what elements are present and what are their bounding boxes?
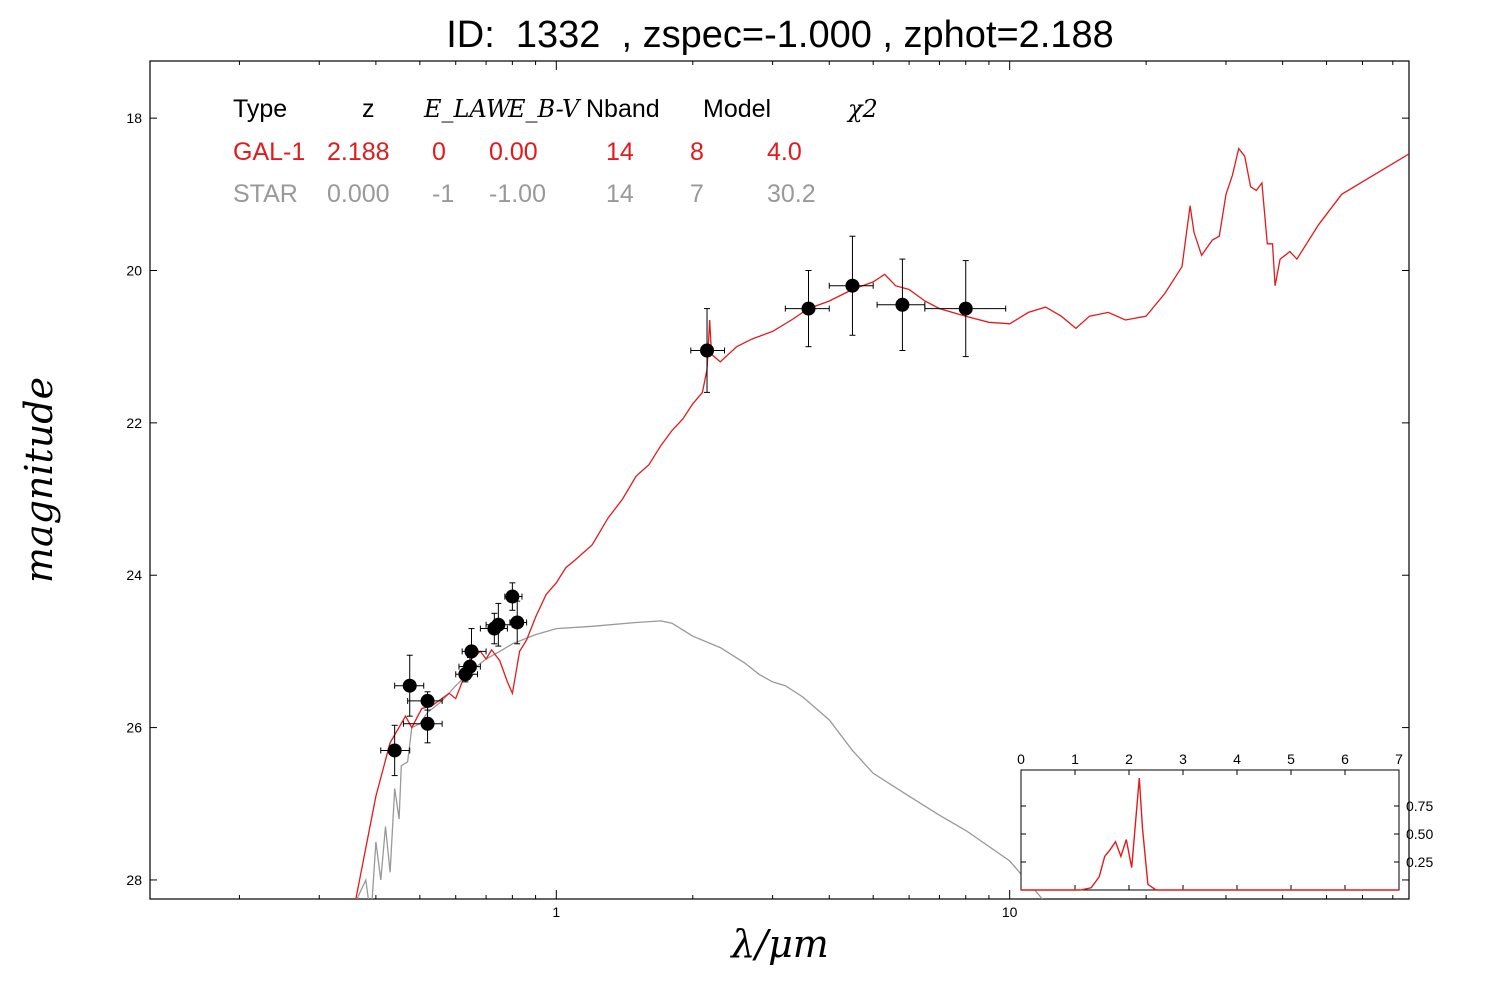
inset-x-tick-label: 7 [1395, 751, 1403, 767]
summary-cell: STAR [233, 180, 298, 208]
summary-header-type: Type [233, 95, 287, 123]
summary-cell: 0 [432, 138, 446, 166]
summary-cell: GAL-1 [233, 138, 305, 166]
summary-header-model: Model [703, 95, 771, 123]
photometry-points [380, 235, 1007, 777]
photometry-point [504, 582, 523, 611]
photometry-point [924, 260, 1007, 358]
photometry-point [509, 600, 528, 645]
summary-cell: 0.00 [489, 138, 538, 166]
summary-cell: 0.000 [327, 180, 390, 208]
y-tick-label: 28 [126, 872, 142, 888]
data-marker [700, 343, 715, 358]
photometry-point [784, 270, 830, 348]
photometry-point [394, 654, 425, 717]
data-marker [505, 589, 520, 604]
page-title: ID: 1332 , zspec=-1.000 , zphot=2.188 [446, 14, 1114, 56]
data-marker [462, 659, 477, 674]
y-tick-label: 18 [126, 110, 142, 126]
photometry-point [828, 235, 874, 336]
summary-cell: 30.2 [767, 180, 816, 208]
photometry-point [380, 724, 411, 777]
inset-x-tick-label: 2 [1125, 751, 1133, 767]
inset-x-tick-label: 4 [1233, 751, 1241, 767]
pdz-curve [1021, 777, 1399, 891]
photometry-point [876, 258, 926, 351]
x-axis-ticks: 1 10 [238, 61, 1394, 920]
data-marker [387, 743, 402, 758]
photometry-point [485, 602, 513, 647]
y-axis-label: magnitude [17, 377, 61, 583]
summary-cell: -1.00 [489, 180, 546, 208]
star-model-line [356, 620, 1044, 899]
inset-x-tick-label: 3 [1179, 751, 1187, 767]
inset-pdz-line [1021, 777, 1399, 891]
summary-header-chi2: χ2 [846, 95, 878, 123]
summary-cell: 14 [606, 180, 634, 208]
inset-ticks: 0 1 2 3 4 5 6 7 0.25 0.50 0.75 [1017, 751, 1433, 890]
data-marker [958, 301, 973, 316]
data-marker [420, 693, 435, 708]
data-marker [464, 644, 479, 659]
x-tick-label: 1 [552, 904, 560, 920]
photometry-point [461, 628, 487, 675]
data-marker [402, 678, 417, 693]
x-tick-label: 10 [1002, 904, 1018, 920]
plot-frame [149, 60, 1410, 900]
x-axis-label: λ/μm [729, 922, 829, 966]
y-tick-label: 24 [126, 567, 142, 583]
inset-x-tick-label: 0 [1017, 751, 1025, 767]
data-marker [801, 301, 816, 316]
inset-x-tick-label: 5 [1287, 751, 1295, 767]
summary-cell: 14 [606, 138, 634, 166]
summary-header-ebv: E_B-V [507, 95, 582, 123]
data-marker [420, 716, 435, 731]
summary-header-z: z [362, 95, 375, 123]
summary-cell: -1 [432, 180, 454, 208]
y-tick-label: 20 [126, 263, 142, 279]
summary-cell: 7 [690, 180, 704, 208]
photometry-point [458, 657, 481, 677]
summary-rows: GAL-1 2.188 0 0.00 14 8 4.0 STAR 0.000 -1 -1.00 14 7… [233, 138, 816, 208]
summary-header-elaw: E_LAW [423, 95, 513, 123]
inset-y-tick-label: 0.75 [1406, 798, 1433, 814]
fit-summary-table: Type z E_LAW E_B-V Nband Model χ2 GAL-1 2… [233, 95, 878, 208]
y-tick-label: 26 [126, 720, 142, 736]
data-marker [510, 615, 525, 630]
photometry-point [407, 691, 443, 711]
data-marker [491, 617, 506, 632]
summary-cell: 4.0 [767, 138, 802, 166]
inset-y-tick-label: 0.25 [1406, 854, 1433, 870]
pdz-inset: 0 1 2 3 4 5 6 7 0.25 0.50 0.75 [1017, 751, 1433, 891]
photometry-point [690, 308, 726, 393]
inset-x-tick-label: 6 [1341, 751, 1349, 767]
summary-cell: 2.188 [327, 138, 390, 166]
data-marker [895, 297, 910, 312]
inset-y-tick-label: 0.50 [1406, 826, 1433, 842]
inset-x-tick-label: 1 [1071, 751, 1079, 767]
inset-frame [1020, 769, 1400, 891]
photometry-point [402, 704, 443, 744]
summary-header-nband: Nband [586, 95, 660, 123]
y-tick-label: 22 [126, 415, 142, 431]
summary-cell: 8 [690, 138, 704, 166]
data-marker [845, 278, 860, 293]
